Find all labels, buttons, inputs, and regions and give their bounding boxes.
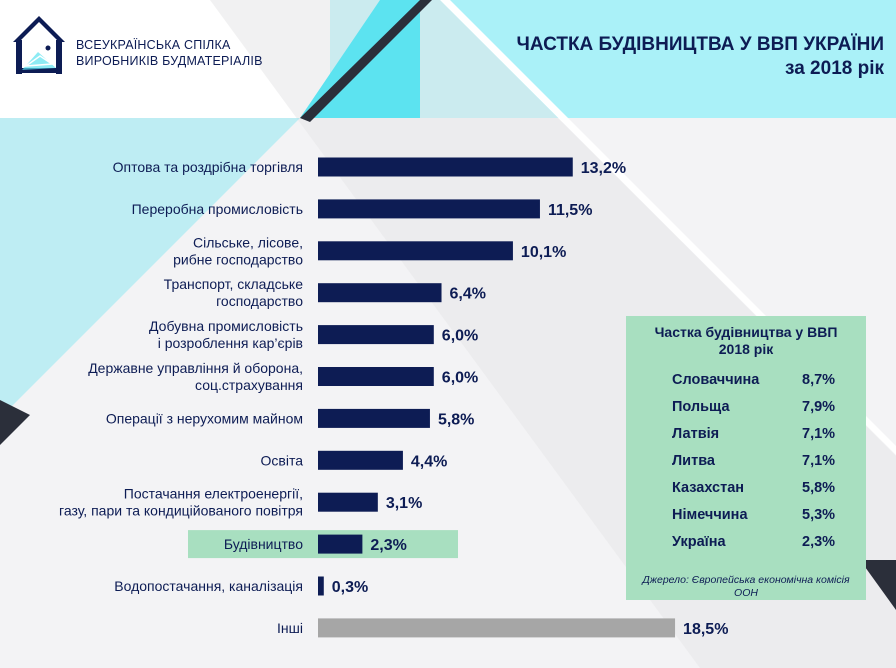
country-value: 5,8% — [802, 480, 836, 496]
bar — [318, 450, 403, 470]
side-table-title-line1: Частка будівництва у ВВП — [654, 324, 838, 340]
side-table-row: Литва 7,1% — [626, 453, 866, 480]
bar — [318, 534, 363, 554]
house-logo-icon — [13, 16, 65, 74]
side-table-row: Казахстан 5,8% — [626, 480, 866, 507]
country-name: Польща — [672, 399, 730, 415]
value-label: 3,1% — [386, 495, 422, 512]
value-label: 5,8% — [438, 411, 474, 428]
category-label: і розроблення кар’єрів — [158, 335, 303, 351]
category-label: Інші — [277, 620, 303, 636]
country-value: 7,1% — [802, 453, 836, 469]
country-value: 5,3% — [802, 507, 836, 523]
category-label: Будівництво — [224, 536, 303, 552]
bar — [318, 618, 676, 638]
org-name-line2: ВИРОБНИКІВ БУДМАТЕРІАЛІВ — [76, 54, 263, 68]
value-label: 0,3% — [332, 579, 368, 596]
category-label: Водопостачання, каналізація — [114, 578, 303, 594]
value-label: 11,5% — [548, 202, 592, 219]
country-value: 8,7% — [802, 372, 836, 388]
value-label: 10,1% — [521, 244, 566, 261]
bar — [318, 367, 434, 386]
country-value: 7,9% — [802, 399, 836, 415]
page-title: ЧАСТКА БУДІВНИЦТВА У ВВП УКРАЇНИ — [516, 34, 885, 55]
country-name: Німеччина — [672, 507, 748, 523]
value-label: 4,4% — [411, 453, 447, 470]
side-table-title-line2: 2018 рік — [718, 341, 774, 357]
bar — [318, 241, 513, 261]
category-label: рибне господарство — [173, 251, 303, 267]
bar — [318, 283, 442, 303]
value-label: 13,2% — [581, 160, 626, 177]
side-table-row: Словаччина 8,7% — [626, 372, 866, 399]
header: ВСЕУКРАЇНСЬКА СПІЛКА ВИРОБНИКІВ БУДМАТЕР… — [0, 0, 896, 118]
country-name: Литва — [672, 453, 715, 469]
category-label: господарство — [216, 293, 303, 309]
value-label: 18,5% — [683, 621, 728, 638]
country-value: 7,1% — [802, 426, 836, 442]
side-table-source-line2: ООН — [734, 587, 758, 599]
value-label: 2,3% — [370, 537, 406, 554]
org-name-line1: ВСЕУКРАЇНСЬКА СПІЛКА — [76, 38, 231, 52]
category-label: соц.страхування — [195, 377, 303, 393]
category-label: Державне управління й оборона, — [88, 360, 303, 376]
side-table-row: Німеччина 5,3% — [626, 507, 866, 534]
bar — [318, 157, 573, 177]
bar — [318, 325, 434, 345]
category-label: Добувна промисловість — [149, 318, 303, 334]
category-label: Операції з нерухомим майном — [106, 410, 303, 426]
country-name: Латвія — [672, 426, 720, 442]
side-table-row: Латвія 7,1% — [626, 426, 866, 453]
category-label: Постачання електроенергії, — [124, 486, 303, 502]
side-table-row: Україна 2,3% — [626, 534, 866, 561]
category-label: Оптова та роздрібна торгівля — [113, 159, 303, 175]
value-label: 6,4% — [450, 286, 486, 303]
category-label: Переробна промисловість — [132, 201, 303, 217]
country-name: Словаччина — [672, 372, 760, 388]
category-label: газу, пари та кондиційованого повітря — [59, 503, 303, 519]
country-value: 2,3% — [802, 534, 836, 550]
page-subtitle: за 2018 рік — [785, 58, 884, 79]
country-name: Україна — [672, 534, 726, 550]
category-label: Транспорт, складське — [164, 276, 304, 292]
bar — [318, 408, 430, 428]
side-table-row: Польща 7,9% — [626, 399, 866, 426]
value-label: 6,0% — [442, 370, 478, 387]
side-table-source-line1: Джерело: Європейська економічна комісія — [642, 574, 850, 586]
category-label: Сільське, лісове, — [193, 234, 303, 250]
side-comparison-table: Частка будівництва у ВВП 2018 рік Словач… — [626, 316, 866, 600]
bar — [318, 576, 324, 596]
bar — [318, 492, 378, 512]
value-label: 6,0% — [442, 328, 478, 345]
bar — [318, 199, 540, 219]
country-name: Казахстан — [672, 480, 745, 496]
category-label: Освіта — [261, 452, 304, 468]
